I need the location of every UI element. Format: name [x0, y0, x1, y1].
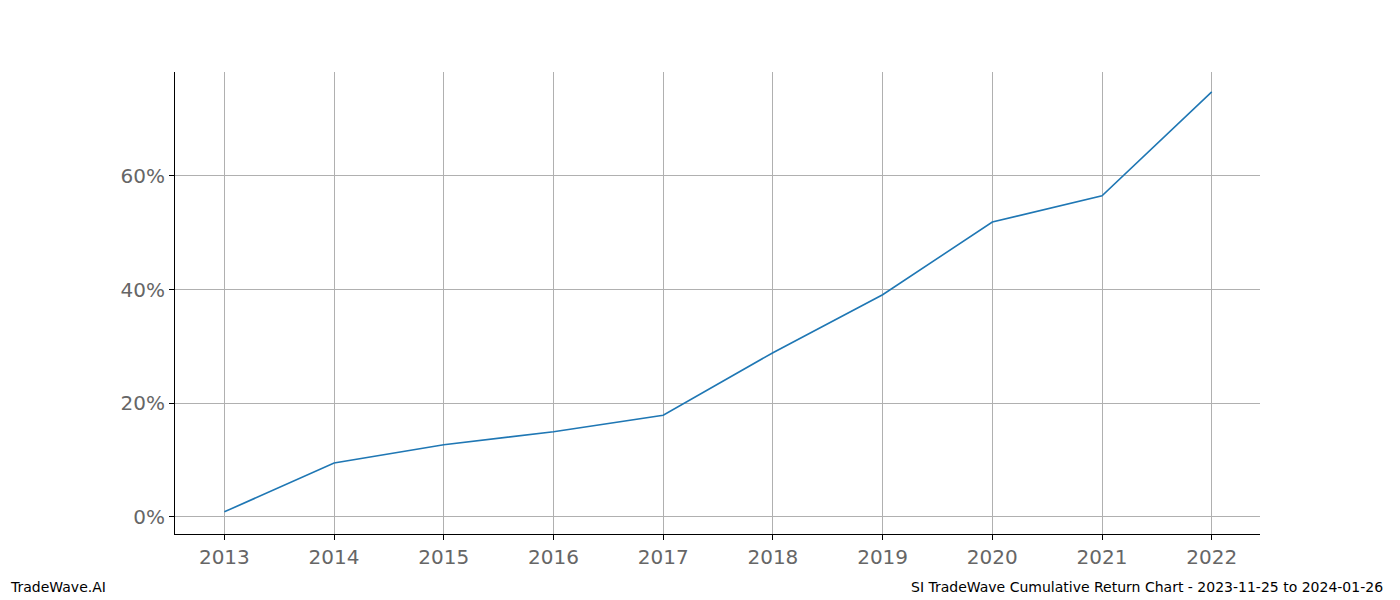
svg-text:2013: 2013 [199, 545, 250, 569]
svg-text:2016: 2016 [528, 545, 579, 569]
svg-text:2019: 2019 [857, 545, 908, 569]
svg-text:60%: 60% [121, 164, 165, 188]
svg-text:SI TradeWave Cumulative Return: SI TradeWave Cumulative Return Chart - 2… [911, 579, 1383, 595]
svg-text:20%: 20% [121, 391, 165, 415]
svg-text:2018: 2018 [747, 545, 798, 569]
svg-text:2021: 2021 [1077, 545, 1128, 569]
svg-text:2022: 2022 [1186, 545, 1237, 569]
svg-text:2015: 2015 [418, 545, 469, 569]
svg-text:2014: 2014 [309, 545, 360, 569]
svg-text:40%: 40% [121, 278, 165, 302]
svg-text:0%: 0% [133, 505, 165, 529]
svg-text:2017: 2017 [638, 545, 689, 569]
svg-text:2020: 2020 [967, 545, 1018, 569]
svg-text:TradeWave.AI: TradeWave.AI [10, 579, 106, 595]
